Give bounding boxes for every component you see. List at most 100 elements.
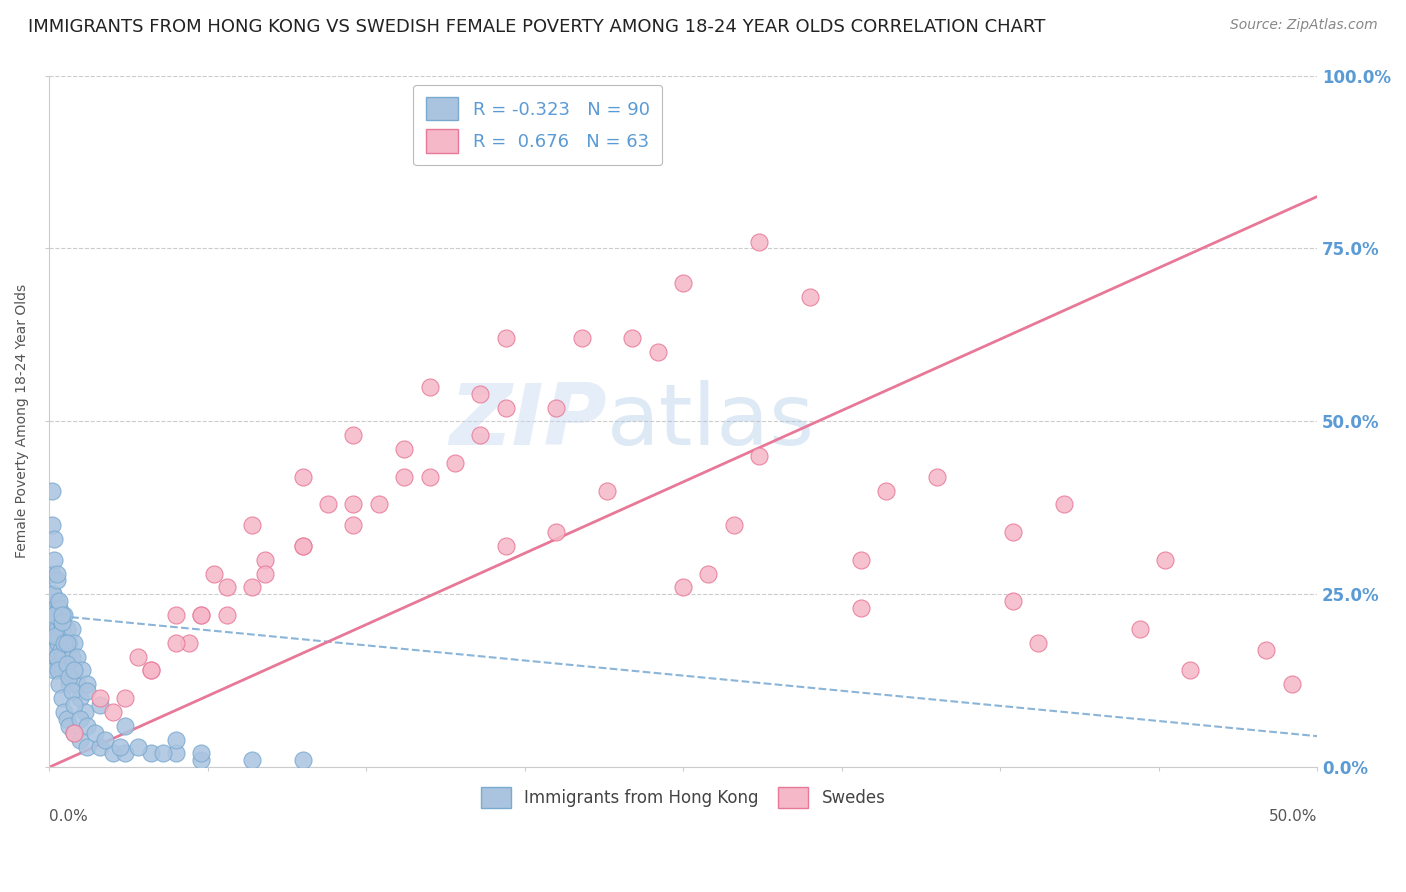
Point (316, 497, 339, 511)
Point (45, 574, 67, 588)
Point (41, 636, 63, 650)
Point (44, 629, 66, 643)
Point (190, 608, 212, 623)
Point (165, 732, 187, 747)
Point (42, 622, 65, 636)
Point (56, 712, 79, 726)
Point (44, 608, 66, 623)
Point (240, 581, 263, 595)
Point (58, 719, 80, 733)
Point (76, 677, 98, 691)
Point (63, 636, 86, 650)
Point (444, 456, 467, 470)
Point (53, 636, 76, 650)
Point (60, 622, 83, 636)
Point (342, 497, 364, 511)
Point (799, 290, 821, 304)
Point (108, 739, 131, 754)
Point (342, 518, 364, 533)
Point (58, 636, 80, 650)
Point (42, 587, 65, 601)
Point (177, 636, 200, 650)
Point (44, 601, 66, 615)
Point (291, 753, 314, 767)
Text: ZIP: ZIP (450, 380, 607, 463)
Point (1052, 497, 1074, 511)
Point (1256, 642, 1278, 657)
Point (83, 725, 105, 739)
Point (63, 725, 86, 739)
Point (114, 719, 136, 733)
Point (139, 747, 162, 761)
Point (44, 615, 66, 629)
Point (51, 691, 73, 706)
Point (44, 642, 66, 657)
Point (470, 386, 492, 401)
Point (58, 670, 80, 684)
Point (63, 725, 86, 739)
Text: IMMIGRANTS FROM HONG KONG VS SWEDISH FEMALE POVERTY AMONG 18-24 YEAR OLDS CORREL: IMMIGRANTS FROM HONG KONG VS SWEDISH FEM… (28, 18, 1046, 36)
Point (53, 608, 76, 623)
Point (139, 664, 162, 678)
Point (49, 615, 72, 629)
Point (69, 712, 91, 726)
Point (44, 553, 66, 567)
Point (1154, 553, 1177, 567)
Point (849, 601, 872, 615)
Point (45, 649, 67, 664)
Point (48, 677, 70, 691)
Point (291, 469, 314, 483)
Point (621, 331, 644, 345)
Point (101, 747, 124, 761)
Point (51, 664, 73, 678)
Point (42, 587, 65, 601)
Point (76, 739, 98, 754)
Point (45, 594, 67, 608)
Point (875, 483, 897, 498)
Point (69, 691, 91, 706)
Point (748, 449, 770, 463)
Point (419, 469, 441, 483)
Point (470, 428, 492, 442)
Point (63, 664, 86, 678)
Point (392, 469, 415, 483)
Point (240, 753, 263, 767)
Point (44, 664, 66, 678)
Point (63, 698, 86, 712)
Point (367, 497, 389, 511)
Point (392, 442, 415, 456)
Point (165, 608, 187, 623)
Point (46, 608, 69, 623)
Point (215, 608, 238, 623)
Point (495, 539, 517, 553)
Point (596, 483, 619, 498)
Point (89, 739, 111, 754)
Point (51, 615, 73, 629)
Point (44, 629, 66, 643)
Point (925, 469, 948, 483)
Point (748, 235, 770, 249)
Point (240, 518, 263, 533)
Point (41, 518, 63, 533)
Point (253, 566, 276, 581)
Point (53, 649, 76, 664)
Point (56, 622, 79, 636)
Point (48, 629, 70, 643)
Point (291, 539, 314, 553)
Point (56, 664, 79, 678)
Point (46, 664, 69, 678)
Point (76, 684, 98, 698)
Point (165, 747, 187, 761)
Point (114, 747, 136, 761)
Point (495, 331, 517, 345)
Text: 50.0%: 50.0% (1268, 809, 1317, 824)
Point (48, 594, 70, 608)
Point (53, 636, 76, 650)
Point (190, 753, 212, 767)
Point (56, 657, 79, 671)
Text: 0.0%: 0.0% (49, 809, 89, 824)
Point (139, 664, 162, 678)
Point (94, 732, 117, 747)
Point (495, 401, 517, 415)
Legend: Immigrants from Hong Kong, Swedes: Immigrants from Hong Kong, Swedes (474, 780, 893, 814)
